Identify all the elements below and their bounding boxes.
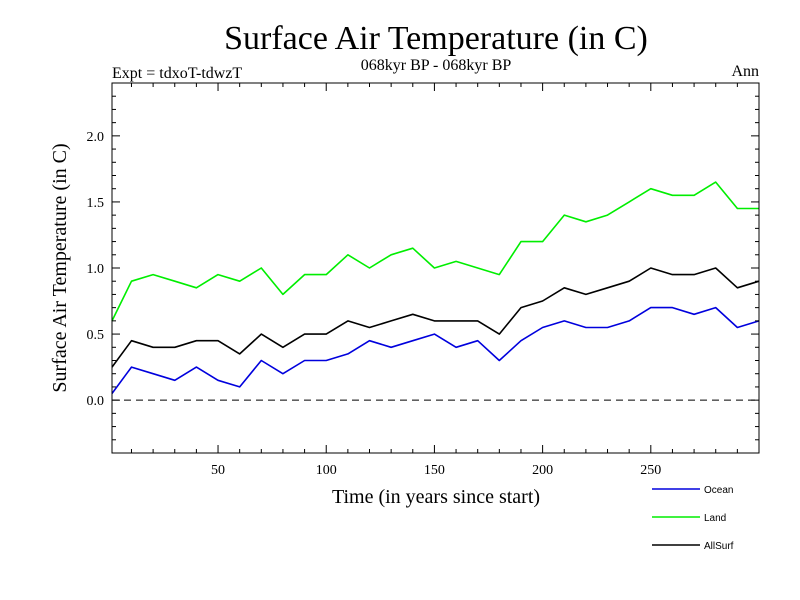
chart-title: Surface Air Temperature (in C) (224, 20, 648, 57)
y-tick-label: 1.0 (87, 262, 105, 277)
season-label: Ann (731, 63, 759, 80)
legend-label-allsurf: AllSurf (704, 541, 734, 552)
x-tick-label: 200 (532, 463, 553, 478)
y-tick-label: 0.0 (87, 394, 105, 409)
y-tick-label: 1.5 (87, 196, 105, 211)
legend-label-ocean: Ocean (704, 485, 733, 496)
x-tick-label: 250 (640, 463, 661, 478)
y-axis-ticks: 0.0 0.5 1.0 1.5 2.0 (87, 95, 759, 441)
legend-label-land: Land (704, 513, 726, 524)
x-tick-label: 50 (211, 463, 225, 478)
legend: Ocean Land AllSurf (652, 485, 734, 552)
y-axis-title: Surface Air Temperature (in C) (49, 143, 71, 392)
y-tick-label: 0.5 (87, 328, 105, 343)
x-axis-ticks: 50 100 150 200 250 (130, 83, 738, 478)
x-tick-label: 100 (316, 463, 337, 478)
x-axis-title: Time (in years since start) (332, 486, 540, 508)
series-line-ocean (111, 306, 760, 394)
series-layer (111, 181, 760, 394)
series-line-land (111, 181, 759, 322)
period-label: 068kyr BP - 068kyr BP (361, 57, 512, 74)
y-tick-label: 2.0 (87, 130, 105, 145)
experiment-label: Expt = tdxoT-tdwzT (112, 65, 242, 82)
x-tick-label: 150 (424, 463, 445, 478)
series-line-allsurf (111, 267, 760, 368)
